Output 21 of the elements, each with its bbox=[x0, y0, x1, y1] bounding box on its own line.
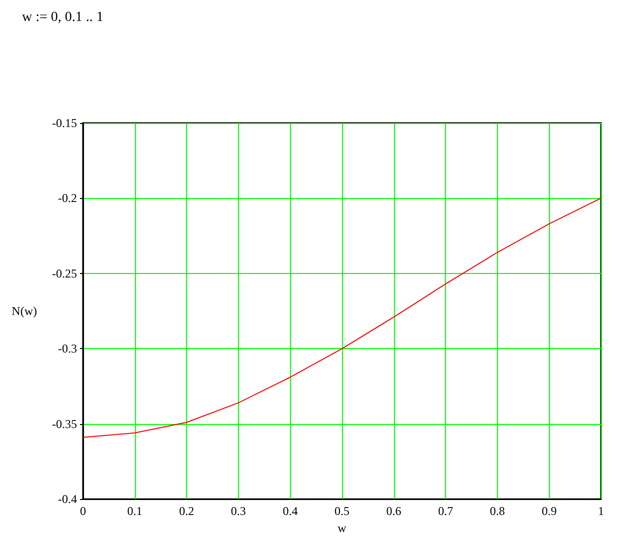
x-tick-label: 1 bbox=[598, 504, 604, 518]
x-tick-label: 0.2 bbox=[179, 504, 194, 518]
x-tick-label: 0 bbox=[80, 504, 86, 518]
y-tick-label: -0.25 bbox=[52, 266, 77, 280]
y-tick-label: -0.15 bbox=[52, 116, 77, 130]
x-tick-label: 0.4 bbox=[282, 504, 298, 518]
y-tick-label: -0.4 bbox=[58, 492, 77, 506]
x-tick-label: 0.8 bbox=[490, 504, 505, 518]
x-tick-label: 0.5 bbox=[334, 504, 350, 518]
line-series bbox=[82, 198, 602, 438]
x-tick-label: 0.3 bbox=[230, 504, 246, 518]
y-tick-label: -0.35 bbox=[52, 416, 77, 431]
x-tick-label: 0.7 bbox=[438, 504, 454, 518]
y-axis-title: N(w) bbox=[12, 304, 37, 318]
x-tick-label: 0.9 bbox=[542, 504, 557, 518]
y-tick-label: -0.2 bbox=[58, 191, 77, 206]
x-tick-label: 0.6 bbox=[386, 504, 402, 518]
text: w := 0, 0.1 .. 1 bbox=[22, 10, 104, 26]
x-tick-label: 0.1 bbox=[127, 504, 142, 518]
y-tick-label: -0.3 bbox=[58, 342, 77, 356]
x-axis-title: w bbox=[338, 521, 347, 535]
